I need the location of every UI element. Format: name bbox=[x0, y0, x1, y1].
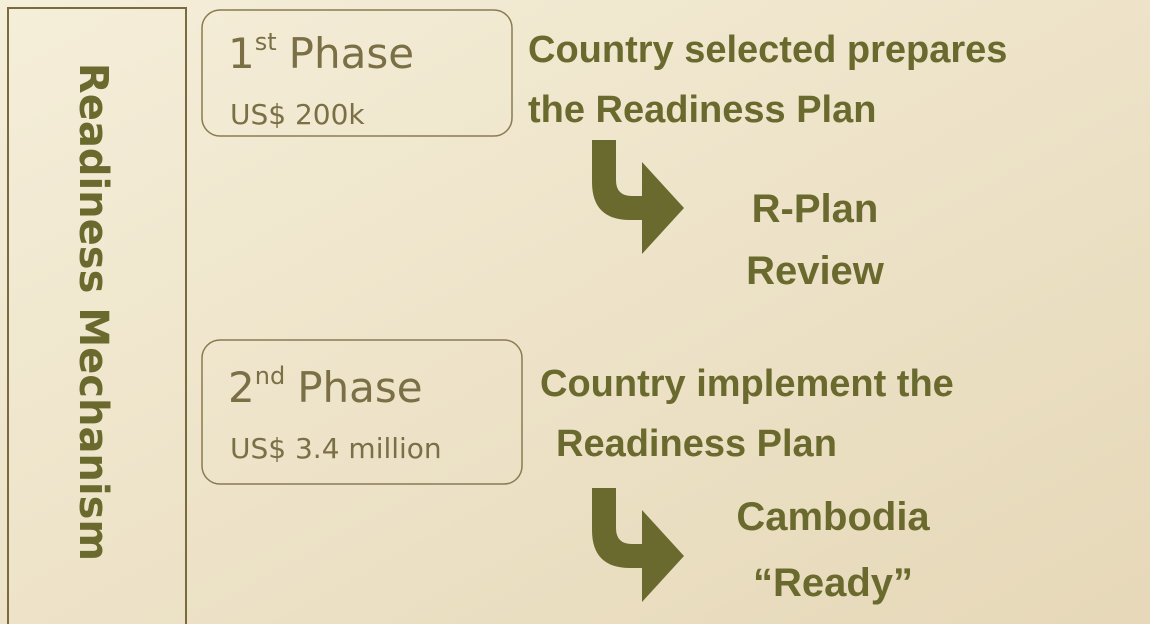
phase-outcome: “Ready” bbox=[753, 561, 913, 605]
phase-ordinal: st bbox=[255, 28, 277, 56]
phase-outcome: Cambodia bbox=[736, 495, 930, 539]
phase-box bbox=[201, 9, 513, 137]
arrow bbox=[592, 488, 684, 602]
phase-description: Country selected prepares bbox=[528, 29, 1007, 71]
phase-label: Phase bbox=[289, 29, 414, 78]
phase-title: 1st Phase bbox=[228, 28, 414, 78]
phase-outcome: Review bbox=[746, 249, 885, 293]
sidebar-frame bbox=[7, 7, 187, 624]
phase-title: 2nd Phase bbox=[228, 362, 423, 412]
phase-outcome: R-Plan bbox=[752, 187, 879, 231]
phase-box bbox=[201, 339, 523, 485]
phase-description: Readiness Plan bbox=[556, 423, 837, 465]
phase-label: Phase bbox=[297, 363, 422, 412]
phase-number: 2 bbox=[228, 363, 255, 412]
phase-description: the Readiness Plan bbox=[528, 89, 876, 131]
sidebar-title: Readiness Mechanism bbox=[70, 63, 116, 561]
phase-amount: US$ 3.4 million bbox=[230, 432, 442, 465]
phase-ordinal: nd bbox=[255, 362, 285, 390]
phase-number: 1 bbox=[228, 29, 255, 78]
arrow bbox=[592, 140, 684, 254]
phase-description: Country implement the bbox=[540, 363, 954, 405]
phase-amount: US$ 200k bbox=[230, 98, 365, 131]
